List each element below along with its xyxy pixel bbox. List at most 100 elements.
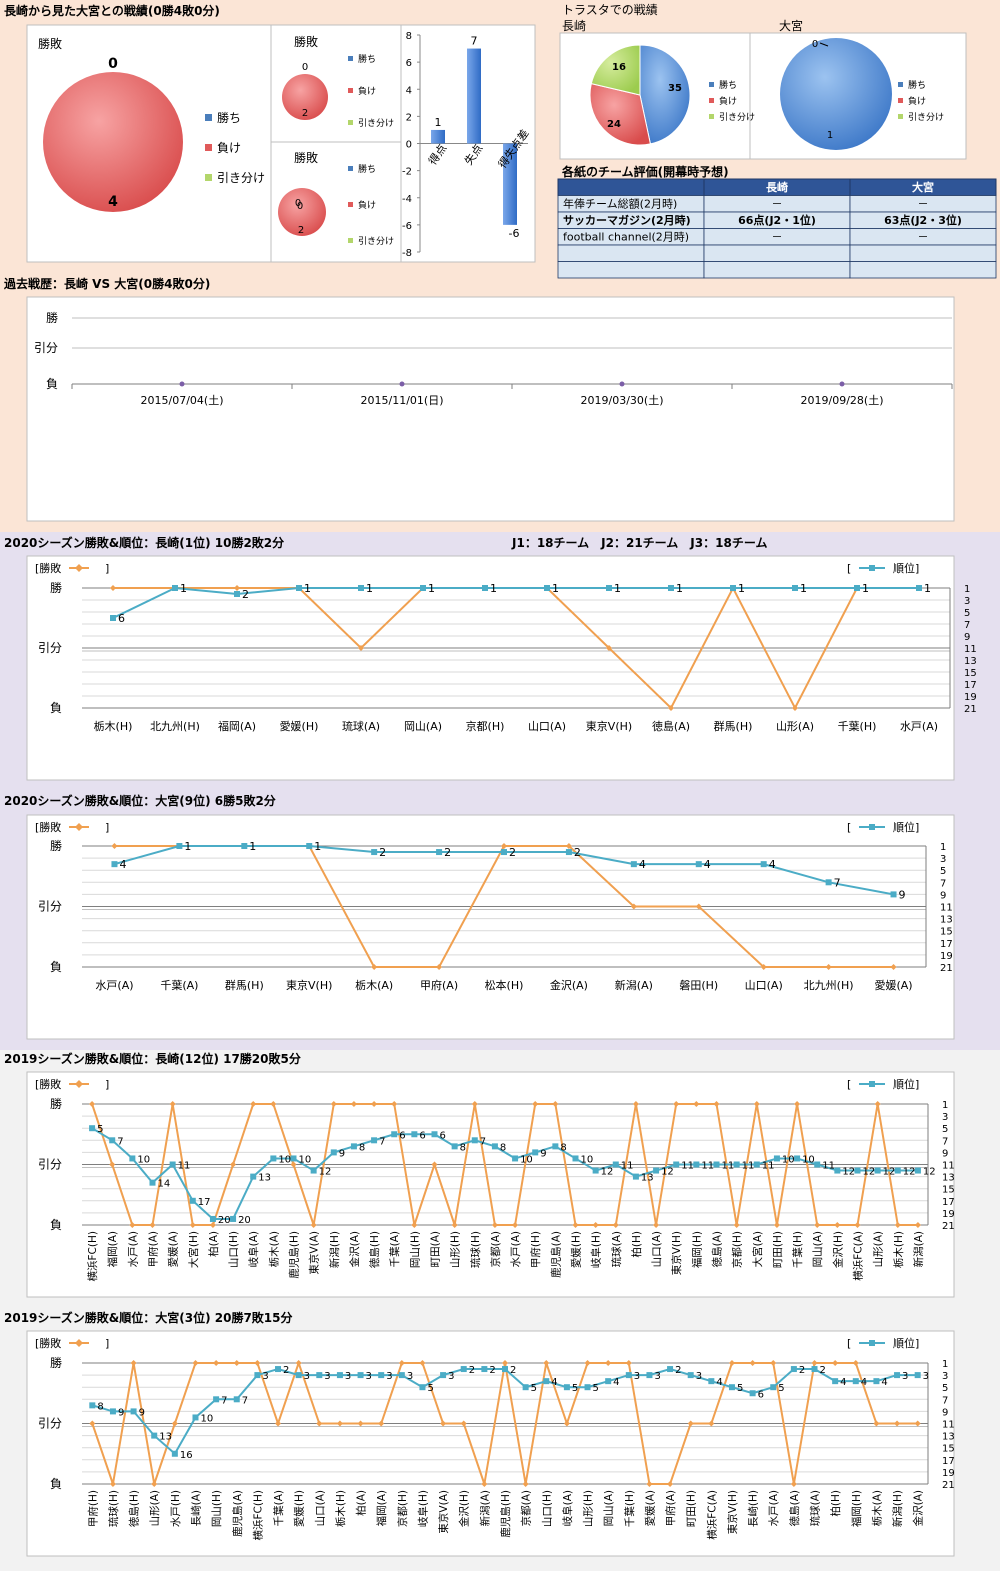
season-category-label: 千葉(A) — [160, 978, 198, 992]
rank-point — [471, 1137, 478, 1144]
season-category-label: 琉球(H) — [107, 1490, 120, 1527]
result-point — [753, 1101, 760, 1107]
rank-point — [310, 1167, 317, 1174]
goals-bar-value-label: 7 — [471, 35, 478, 48]
result-point — [250, 1101, 257, 1107]
result-legend-end: ] — [105, 562, 109, 575]
season-category-label: 京都(H) — [731, 1231, 744, 1268]
result-point — [522, 1481, 529, 1487]
evaluation-cell-text: football channel(2月時) — [563, 231, 689, 244]
season-category-label: 岡山(A) — [404, 720, 442, 733]
rank-point-label: 3 — [923, 1371, 929, 1382]
season-rank-tick: 3 — [942, 1112, 948, 1123]
history-point — [619, 381, 625, 387]
season-category-label: 甲府(H) — [86, 1490, 99, 1527]
rank-point-label: 10 — [278, 1154, 291, 1165]
rank-point — [411, 1131, 418, 1138]
rank-point-label: 2 — [799, 1365, 805, 1376]
big-pie-label-win: 0 — [108, 56, 118, 72]
stadium-nagasaki-pie-slice-draw — [590, 44, 641, 96]
rank-point — [233, 1396, 240, 1403]
big-pie-slice-loss — [43, 72, 183, 212]
rank-point-label: 10 — [200, 1413, 213, 1424]
result-point — [728, 1360, 735, 1366]
rank-point-label: 4 — [613, 1377, 619, 1388]
evaluation-header-cell — [557, 178, 705, 196]
season-category-label: 鹿児島(A) — [549, 1231, 562, 1278]
rank-point — [708, 1378, 715, 1385]
small-pie-2-legend-swatch-draw — [348, 238, 353, 243]
rank-point — [250, 1173, 257, 1180]
rank-point-label: 12 — [319, 1167, 332, 1178]
rank-point-label: 6 — [758, 1389, 764, 1400]
rank-point-label: 8 — [359, 1142, 365, 1153]
rank-point — [431, 1131, 438, 1138]
season-category-label: 千葉(A) — [272, 1490, 285, 1526]
rank-point — [371, 1137, 378, 1144]
result-point — [625, 1360, 632, 1366]
season-category-label: 山形(A) — [776, 720, 814, 733]
season-category-label: 金沢(A) — [550, 978, 588, 992]
season-category-label: 東京V(A) — [437, 1490, 450, 1534]
rank-legend-label: [ — [847, 1337, 851, 1350]
rank-point-label: 13 — [258, 1173, 271, 1184]
evaluation-cell — [557, 244, 705, 262]
season-ylabel: 負 — [50, 701, 62, 715]
rank-point — [854, 1167, 861, 1174]
result-point — [854, 1222, 861, 1228]
stadium-nagasaki-legend-label-draw: 引き分け — [719, 112, 755, 123]
result-point — [532, 1101, 539, 1107]
evaluation-cell-text: － — [918, 198, 929, 211]
history-ylabel: 負 — [46, 377, 58, 391]
season-rank-tick: 7 — [964, 620, 970, 631]
rank-point-label: 4 — [840, 1377, 846, 1388]
result-point — [89, 1420, 96, 1427]
season-category-label: 横浜FC(A) — [852, 1231, 865, 1281]
result-point — [316, 1420, 323, 1427]
result-point — [213, 1360, 220, 1366]
rank-point-label: 3 — [902, 1371, 908, 1382]
rank-point — [176, 843, 183, 849]
rank-point — [693, 1161, 700, 1168]
result-point — [563, 1420, 570, 1427]
result-point — [606, 645, 612, 651]
season-category-label: 栃木(H) — [334, 1490, 347, 1527]
rank-point — [825, 879, 832, 886]
rank-point-label: 1 — [428, 582, 435, 595]
season-category-label: 横浜FC(H) — [251, 1490, 264, 1540]
season-rank-tick: 5 — [942, 1383, 948, 1394]
result-point — [234, 585, 240, 591]
season-category-label: 栃木(H) — [892, 1231, 905, 1268]
rank-legend-label: [ — [847, 1078, 851, 1091]
result-legend-marker — [75, 1339, 83, 1347]
season-category-label: 琉球(A) — [342, 719, 380, 733]
rank-point-label: 3 — [345, 1371, 351, 1382]
rank-point — [330, 1149, 337, 1156]
season-category-label: 岐阜(H) — [590, 1231, 603, 1268]
season-category-label: 甲府(H) — [529, 1231, 542, 1268]
rank-point — [713, 1161, 720, 1168]
big-pie-legend-label-loss: 負け — [217, 141, 241, 155]
small-pie-1-legend-swatch-loss — [348, 88, 353, 93]
rank-point — [522, 1384, 529, 1391]
result-series-line — [91, 1103, 918, 1226]
rank-point-label: 11 — [701, 1161, 714, 1172]
small-pie-2-legend-label-draw: 引き分け — [358, 236, 394, 247]
result-point — [914, 1420, 921, 1427]
season-category-label: 愛媛(H) — [570, 1231, 583, 1268]
rank-point-label: 1 — [304, 582, 311, 595]
result-legend-end: ] — [105, 821, 109, 834]
season-category-label: 横浜FC(H) — [86, 1231, 99, 1281]
rank-point — [760, 861, 767, 868]
season-category-label: 山口(H) — [228, 1231, 240, 1268]
result-point — [460, 1420, 467, 1427]
season-chart-title: 2020シーズン勝敗&順位：大宮(9位) 6勝5敗2分 — [4, 793, 276, 808]
rank-point-label: 3 — [407, 1371, 413, 1382]
rank-point-label: 7 — [379, 1136, 385, 1147]
stadium-nagasaki-legend-swatch-win — [709, 82, 714, 87]
rank-point — [695, 861, 702, 868]
result-point — [209, 1222, 216, 1228]
rank-point-label: 1 — [249, 840, 256, 853]
result-point — [832, 1360, 839, 1366]
rank-point — [552, 1143, 559, 1150]
